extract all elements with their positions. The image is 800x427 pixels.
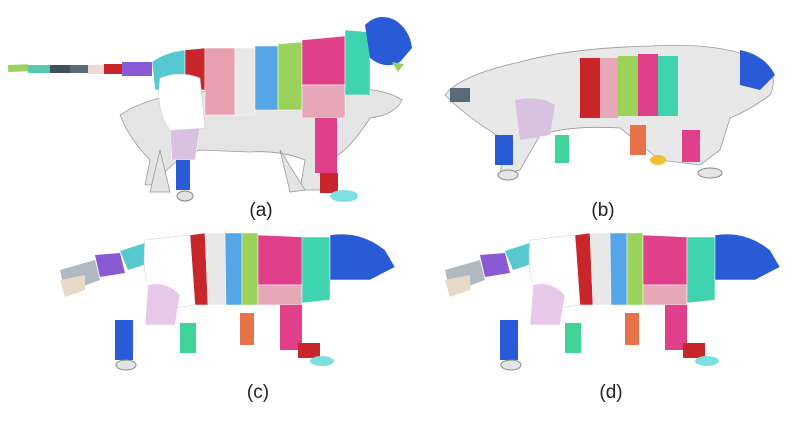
- panel-a: (a): [0, 0, 420, 230]
- body-d: [528, 232, 781, 326]
- segmented-wolf-d-figure: [445, 232, 781, 371]
- panel-d: (d): [425, 225, 800, 427]
- panel-b: (b): [420, 0, 800, 230]
- tail-d: [445, 243, 535, 297]
- panel-label-c: (c): [246, 382, 270, 403]
- wolf-segmented-figure: [444, 44, 775, 181]
- wolf-legs: [495, 125, 723, 181]
- tail: [7, 62, 152, 76]
- panel-label-a: (a): [249, 200, 273, 221]
- legs-c: [115, 305, 334, 371]
- wolf-segments: [450, 50, 775, 140]
- lion-wolf-overlay-figure: [7, 16, 412, 202]
- lion-body: [151, 29, 371, 161]
- panel-label-d: (d): [599, 382, 623, 403]
- legs-d: [500, 305, 719, 371]
- body-c: [143, 232, 396, 326]
- panel-label-b: (b): [591, 200, 615, 221]
- segmented-wolf-c-figure: [60, 232, 396, 371]
- lion-legs: [176, 118, 358, 202]
- tail-c: [60, 243, 150, 297]
- panel-c: (c): [40, 225, 420, 427]
- lion-head: [365, 16, 412, 66]
